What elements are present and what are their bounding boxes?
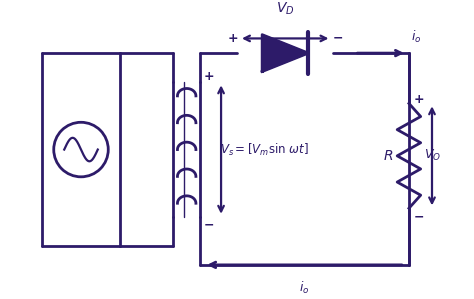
Text: −: −: [203, 219, 214, 231]
Text: $V_O$: $V_O$: [424, 148, 441, 163]
Text: $i_o$: $i_o$: [299, 280, 310, 296]
Text: +: +: [203, 70, 214, 83]
Text: +: +: [228, 32, 238, 45]
Polygon shape: [262, 35, 308, 71]
Text: +: +: [414, 93, 425, 106]
Text: R: R: [383, 149, 393, 163]
Text: $i_o$: $i_o$: [411, 29, 421, 45]
Text: $V_s = [V_m \sin\, \omega t]$: $V_s = [V_m \sin\, \omega t]$: [220, 141, 309, 158]
Text: −: −: [332, 32, 343, 45]
Text: −: −: [414, 210, 424, 223]
Text: $V_D$: $V_D$: [276, 1, 294, 17]
